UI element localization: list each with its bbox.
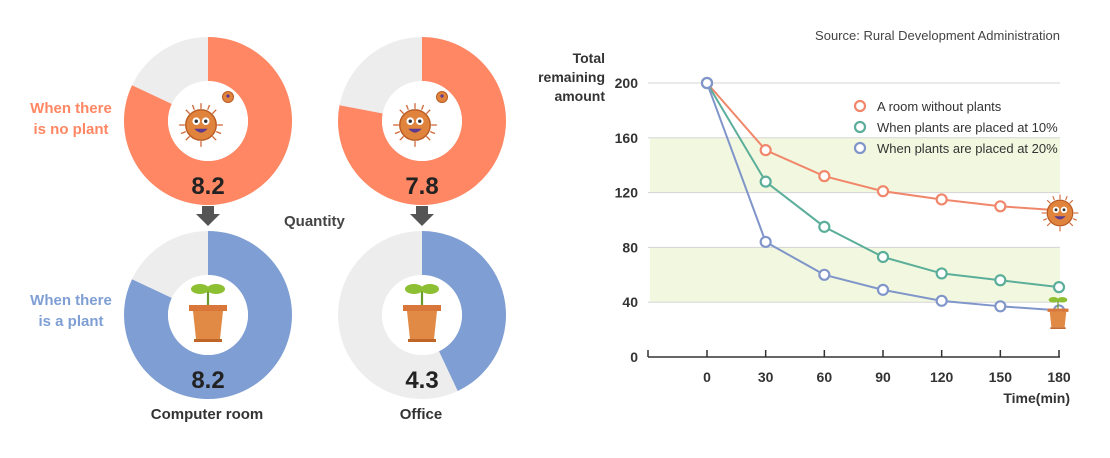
series-point-0 [935,193,948,206]
x-tick-label: 60 [817,369,833,385]
series-point-1 [876,250,890,264]
donut-value-arc [338,37,507,206]
y-axis-label-line: Total [573,50,605,66]
series-point-2 [935,294,948,307]
row-label-no-plant: When there is no plant [16,98,126,140]
series-point-2 [700,76,714,90]
legend-label: A room without plants [877,99,1002,114]
place-label-computer-room: Computer room [150,406,264,423]
legend-marker [853,141,867,155]
row-label-plant-line2: is a plant [38,313,104,330]
y-tick-label: 0 [630,349,638,365]
donut-value-arc [422,231,507,392]
series-point-1 [1052,281,1066,294]
row-label-no-plant-line2: is no plant [33,121,109,138]
x-tick-label: 150 [989,369,1013,385]
series-point-2 [876,283,890,296]
y-tick-label: 40 [622,294,638,310]
donut-value-arc [123,231,292,399]
legend-label: When plants are placed at 20% [877,141,1058,156]
y-tick-label: 200 [615,75,639,91]
row-label-plant: When there is a plant [16,290,126,332]
donut-value-label: 8.2 [191,367,224,394]
donut-0-1: 8.2 [123,231,292,399]
down-arrow-head [196,214,220,226]
x-tick-label: 120 [930,369,954,385]
donut-0-0: 8.2 [123,37,292,205]
series-point-1 [935,267,948,280]
y-axis-label-line: remaining [538,69,605,85]
y-tick-label: 80 [622,239,638,255]
plant-icon [1046,296,1070,330]
series-point-0 [876,185,890,198]
place-label-office: Office [399,406,443,423]
series-point-0 [759,144,772,157]
x-tick-label: 0 [703,369,711,385]
x-axis-label: Time(min) [1003,390,1070,406]
series-point-0 [818,170,831,183]
series-point-1 [994,274,1007,287]
donut-value-label: 4.3 [405,367,438,394]
donut-1-0: 7.8 [338,37,507,206]
row-label-plant-line1: When there [30,292,112,309]
y-tick-label: 120 [615,185,639,201]
down-arrow-stem [202,206,214,215]
legend-label: When plants are placed at 10% [877,120,1058,135]
donut-1-1: 4.3 [338,231,507,399]
series-point-1 [759,175,772,188]
donut-value-label: 7.8 [405,173,438,200]
x-tick-label: 30 [758,369,774,385]
germ-icon [1040,194,1080,232]
series-point-2 [818,268,831,281]
row-label-no-plant-line1: When there [30,100,112,117]
legend-marker [853,120,867,134]
small-germ-mouth [440,94,444,98]
down-arrow-stem [416,206,428,215]
down-arrow-icon [410,206,434,226]
source-note: Source: Rural Development Administration [815,28,1060,43]
y-axis-label-line: amount [554,88,605,104]
small-germ-mouth [226,94,230,98]
legend-marker [853,99,867,113]
x-tick-label: 180 [1047,369,1071,385]
series-point-2 [759,235,772,249]
x-tick-label: 90 [875,369,891,385]
quantity-label: Quantity [284,213,345,230]
y-tick-label: 160 [615,130,639,146]
donut-value-label: 8.2 [191,173,224,200]
donut-value-arc [123,37,292,205]
series-point-2 [994,300,1007,313]
shaded-band [650,247,1060,303]
series-point-1 [818,220,831,233]
series-point-0 [994,200,1007,213]
down-arrow-icon [196,206,220,226]
down-arrow-head [410,214,434,226]
